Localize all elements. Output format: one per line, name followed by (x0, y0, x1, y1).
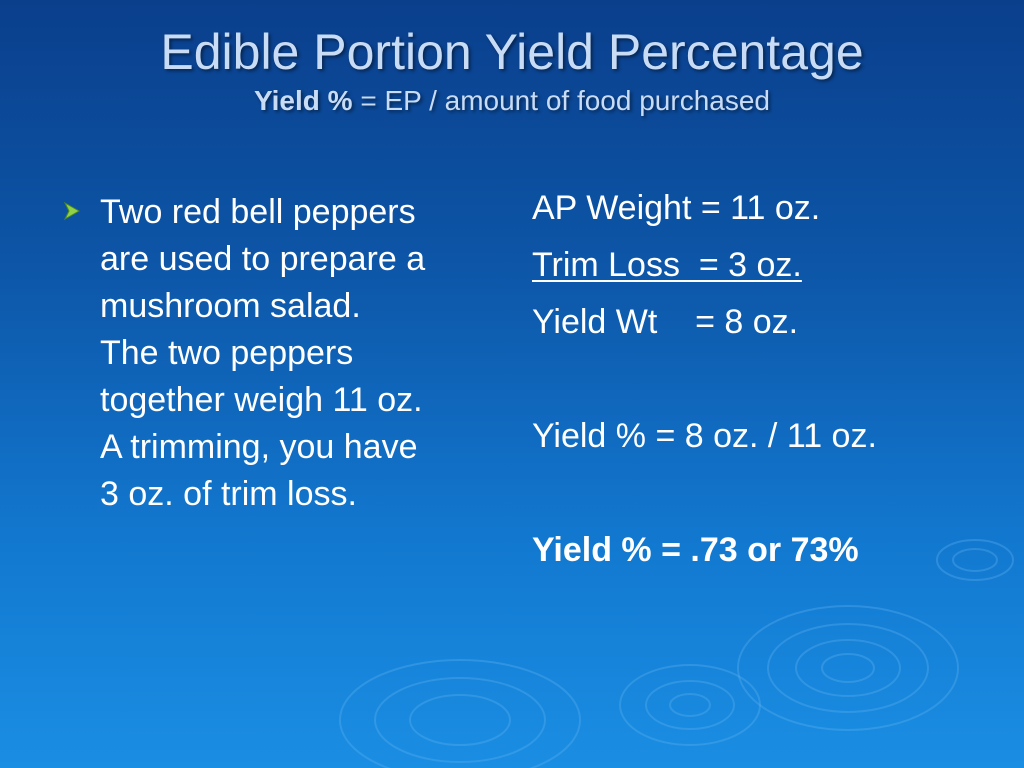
bullet-line: are used to prepare a (100, 240, 426, 278)
bullet-line: together weigh 11 oz. (100, 381, 423, 419)
bullet-text: Two red bell peppers are used to prepare… (100, 189, 492, 518)
bullet-line: The two peppers (100, 334, 354, 372)
arrow-bullet-icon (62, 189, 100, 226)
slide-title: Edible Portion Yield Percentage (160, 24, 864, 80)
yield-weight-line: Yield Wt = 8 oz. (532, 303, 799, 341)
trim-loss-line: Trim Loss = 3 oz. (532, 246, 802, 284)
problem-statement: Two red bell peppers are used to prepare… (62, 189, 492, 518)
title-block: Edible Portion Yield Percentage Yield % … (0, 22, 1024, 118)
ap-weight-line: AP Weight = 11 oz. (532, 189, 821, 227)
bullet-line: A trimming, you have (100, 428, 418, 466)
subtitle-bold-term: Yield % (254, 85, 353, 116)
yield-result-line: Yield % = .73 or 73% (532, 531, 859, 569)
bullet-line: Two red bell peppers (100, 193, 416, 231)
subtitle-formula: = EP / amount of food purchased (352, 85, 770, 116)
slide-subtitle: Yield % = EP / amount of food purchased (0, 84, 1024, 118)
bullet-line: 3 oz. of trim loss. (100, 475, 357, 513)
bullet-item: Two red bell peppers are used to prepare… (62, 189, 492, 518)
yield-formula-line: Yield % = 8 oz. / 11 oz. (532, 417, 877, 455)
bullet-line: mushroom salad. (100, 287, 361, 325)
